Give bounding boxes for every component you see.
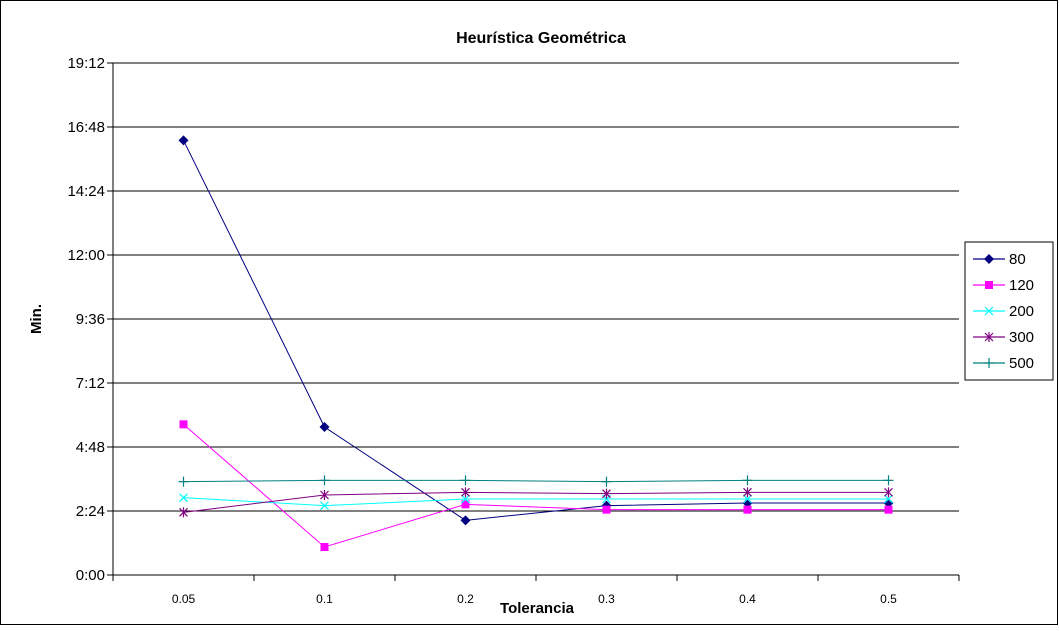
legend-item-200: 200 — [973, 303, 1034, 320]
legend-marker — [984, 254, 994, 264]
data-point — [601, 476, 612, 487]
data-point — [319, 422, 330, 432]
x-tick-label: 0.3 — [598, 592, 615, 606]
data-point — [742, 498, 753, 508]
series-line — [183, 140, 889, 521]
legend-label: 120 — [1009, 277, 1034, 294]
y-tick-label: 16:48 — [67, 119, 105, 136]
data-point — [884, 505, 893, 514]
legend-label: 80 — [1009, 251, 1026, 268]
chart-title: Heurística Geométrica — [456, 30, 626, 47]
series-80 — [178, 135, 894, 526]
y-tick-label: 4:48 — [76, 439, 105, 456]
legend-marker — [984, 332, 994, 342]
series-line — [183, 491, 889, 513]
x-axis-label: Tolerancia — [500, 600, 575, 617]
data-point — [461, 500, 470, 509]
x-tick-label: 0.1 — [316, 592, 333, 606]
legend-item-500: 500 — [973, 355, 1034, 372]
data-point — [883, 498, 894, 508]
data-point — [320, 501, 329, 511]
x-tick-label: 0.5 — [880, 592, 897, 606]
y-axis-label: Min. — [28, 304, 45, 334]
data-point — [320, 490, 329, 500]
data-point — [883, 475, 894, 486]
gridlines — [113, 62, 959, 512]
data-point — [460, 515, 471, 526]
legend-item-80: 80 — [973, 251, 1026, 268]
legend-item-120: 120 — [973, 277, 1034, 294]
y-tick-label: 7:12 — [76, 375, 105, 392]
data-point — [461, 487, 470, 498]
legend-marker — [984, 306, 994, 316]
y-tick-label: 0:00 — [76, 567, 105, 584]
data-point — [178, 476, 189, 487]
series-500 — [178, 475, 894, 487]
series-line — [183, 479, 889, 483]
series-line — [183, 497, 889, 507]
x-tick-label: 0.2 — [457, 592, 474, 606]
data-point — [179, 493, 188, 503]
data-point — [319, 475, 330, 486]
series-300 — [179, 487, 893, 518]
series-line — [183, 423, 889, 548]
data-point — [742, 475, 753, 486]
legend-marker — [985, 281, 993, 289]
series-group — [178, 135, 894, 551]
y-tick-labels: 0:00 2:24 4:48 7:12 9:36 12:00 14:24 16:48 19:12 — [67, 55, 105, 584]
y-tick-label: 19:12 — [67, 55, 105, 72]
axes — [107, 62, 960, 581]
legend-label: 300 — [1009, 329, 1034, 346]
data-point — [179, 507, 188, 518]
legend-label: 500 — [1009, 355, 1034, 372]
data-point — [460, 475, 471, 486]
data-point — [743, 494, 752, 504]
data-point — [602, 505, 611, 514]
data-point — [461, 494, 470, 504]
x-tick-label: 0.05 — [172, 592, 196, 606]
legend: 80 120 200 300 500 — [964, 241, 1054, 381]
data-point — [178, 135, 189, 146]
data-point — [743, 487, 752, 498]
series-120 — [179, 420, 893, 551]
data-point — [320, 543, 329, 551]
data-point — [884, 494, 893, 504]
series-200 — [179, 493, 893, 511]
legend-item-300: 300 — [973, 329, 1034, 346]
data-point — [884, 487, 893, 498]
y-tick-label: 14:24 — [67, 183, 105, 200]
y-tick-label: 2:24 — [76, 503, 105, 520]
data-point — [602, 488, 611, 499]
x-tick-label: 0.4 — [739, 592, 756, 606]
y-tick-label: 9:36 — [76, 311, 105, 328]
legend-marker — [984, 358, 994, 368]
x-tick-labels: 0.05 0.1 0.2 0.3 0.4 0.5 — [172, 592, 897, 606]
data-point — [179, 420, 188, 429]
data-point — [743, 505, 752, 514]
legend-label: 200 — [1009, 303, 1034, 320]
y-tick-label: 12:00 — [67, 247, 105, 264]
